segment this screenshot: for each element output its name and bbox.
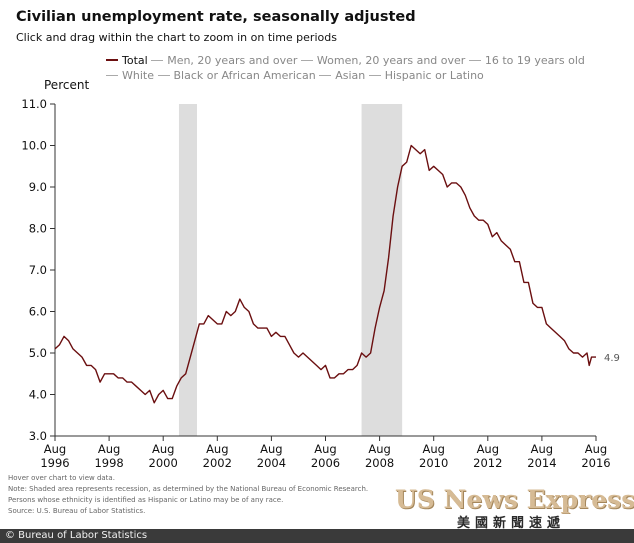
photo-credit: © Bureau of Labor Statistics [5, 530, 148, 541]
series-line-total [54, 144, 596, 404]
x-tick-month: Aug [44, 442, 66, 456]
x-tick-year: 2006 [311, 456, 340, 470]
legend-swatch [300, 60, 313, 61]
x-tick-month: Aug [368, 442, 390, 456]
x-tick-year: 2004 [257, 456, 286, 470]
x-tick-month: Aug [260, 442, 282, 456]
x-tick-year: 1996 [40, 456, 69, 470]
note-hover: Hover over chart to view data. [8, 474, 115, 482]
x-tick-year: 2000 [149, 456, 178, 470]
legend-swatch [157, 75, 170, 76]
note-ethnicity: Persons whose ethnicity is identified as… [8, 496, 284, 504]
legend-item-black[interactable]: Black or African American [157, 69, 316, 82]
x-tick-year: 2010 [419, 456, 448, 470]
legend-swatch [468, 60, 481, 61]
legend-row-2: White Black or African American Asian Hi… [106, 66, 484, 82]
legend-item-hispanic[interactable]: Hispanic or Latino [368, 69, 484, 82]
legend-label: Hispanic or Latino [384, 69, 484, 82]
x-tick-month: Aug [206, 442, 228, 456]
x-tick-year: 2014 [527, 456, 556, 470]
x-tick-month: Aug [314, 442, 336, 456]
legend-label: White [122, 69, 154, 82]
x-tick-year: 2008 [365, 456, 394, 470]
y-tick-label: 7.0 [29, 263, 47, 277]
recession-band [361, 104, 403, 436]
watermark-english: US News Express [395, 485, 634, 514]
y-tick-label: 3.0 [29, 429, 47, 443]
note-source: Source: U.S. Bureau of Labor Statistics. [8, 507, 146, 515]
legend-label: Women, 20 years and over [316, 54, 466, 67]
chart-subtitle: Click and drag within the chart to zoom … [16, 31, 337, 44]
legend-item-asian[interactable]: Asian [319, 69, 365, 82]
x-tick-year: 2012 [473, 456, 502, 470]
y-axis-label: Percent [44, 78, 90, 92]
y-tick-label: 4.0 [29, 388, 47, 402]
y-tick-label: 8.0 [29, 222, 47, 236]
x-tick-year: 2016 [581, 456, 610, 470]
y-tick-label: 10.0 [21, 139, 47, 153]
y-tick-label: 9.0 [29, 180, 47, 194]
x-tick-month: Aug [531, 442, 553, 456]
recession-band [178, 104, 198, 436]
x-tick-month: Aug [422, 442, 444, 456]
legend-swatch [319, 75, 332, 76]
x-tick-year: 2002 [203, 456, 232, 470]
legend-label: Total [122, 53, 148, 67]
legend-swatch [106, 59, 118, 61]
chart-notes: Hover over chart to view data. Note: Sha… [8, 473, 368, 517]
photo-credit-bar: © Bureau of Labor Statistics [0, 529, 634, 543]
legend-label: 16 to 19 years old [484, 54, 585, 67]
series-end-label: 4.9 [604, 353, 620, 364]
watermark-logo: US News Express 美國新聞速遞 [395, 485, 634, 531]
legend-label: Asian [335, 69, 366, 82]
legend-swatch [368, 75, 381, 76]
x-tick-month: Aug [585, 442, 607, 456]
y-tick-label: 6.0 [29, 305, 47, 319]
legend-item-women[interactable]: Women, 20 years and over [300, 54, 466, 67]
legend-row-1: Total Men, 20 years and over Women, 20 y… [106, 51, 585, 67]
x-tick-month: Aug [152, 442, 174, 456]
legend-swatch [106, 75, 118, 76]
chart-title: Civilian unemployment rate, seasonally a… [16, 9, 416, 25]
x-tick-year: 1998 [94, 456, 123, 470]
legend-item-white[interactable]: White [106, 69, 154, 82]
y-tick-label: 5.0 [29, 346, 47, 360]
x-tick-month: Aug [98, 442, 120, 456]
legend-item-total[interactable]: Total [106, 54, 148, 67]
x-tick-month: Aug [477, 442, 499, 456]
chart-plot[interactable]: 3.04.05.06.07.08.09.010.011.0Aug1996Aug1… [0, 0, 634, 470]
legend-item-men[interactable]: Men, 20 years and over [151, 54, 297, 67]
y-tick-label: 11.0 [21, 97, 47, 111]
legend-label: Men, 20 years and over [167, 54, 298, 67]
legend-swatch [151, 60, 164, 61]
watermark-chinese: 美國新聞速遞 [456, 516, 565, 531]
note-recession: Note: Shaded area represents recession, … [8, 485, 369, 493]
legend-label: Black or African American [173, 69, 316, 82]
legend-item-teens[interactable]: 16 to 19 years old [468, 54, 585, 67]
